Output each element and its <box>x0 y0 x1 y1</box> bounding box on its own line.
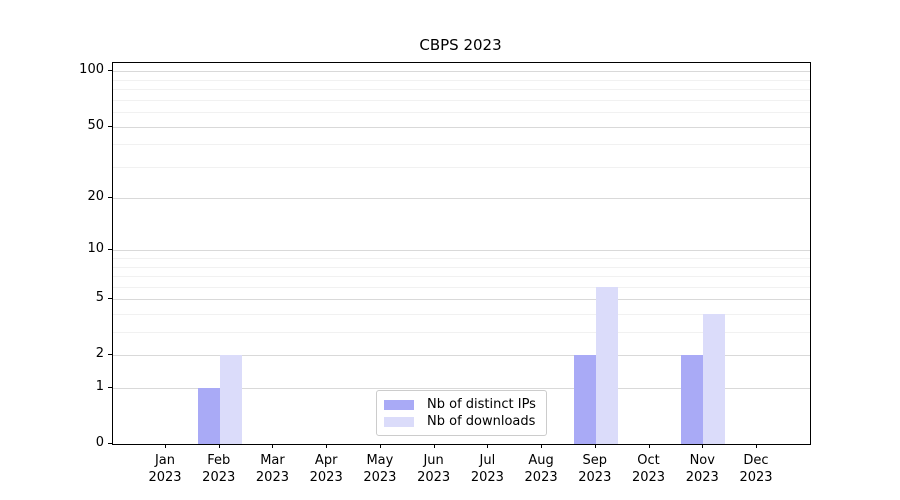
x-tick-month: Apr <box>314 453 338 468</box>
x-tick-year: 2023 <box>255 470 289 485</box>
major-gridline <box>113 299 810 301</box>
x-tick-year: 2023 <box>578 470 612 485</box>
x-tick-mark <box>756 444 757 448</box>
x-tick-mark <box>218 444 220 448</box>
minor-gridline <box>113 258 810 260</box>
x-tick-year: 2023 <box>470 470 504 485</box>
x-tick-month: Oct <box>637 453 660 468</box>
y-tick-label: 100 <box>79 62 104 78</box>
bar-nb-of-distinct-ips <box>681 355 704 444</box>
x-tick-year: 2023 <box>631 470 666 485</box>
x-tick-label: Mar 2023 <box>244 452 300 486</box>
y-tick-mark <box>108 197 112 199</box>
legend-entry: Nb of downloads <box>384 413 536 430</box>
x-tick-label: Nov 2023 <box>674 452 730 486</box>
x-tick-label: Dec 2023 <box>728 452 784 486</box>
minor-gridline <box>113 144 810 146</box>
legend: Nb of distinct IPs Nb of downloads <box>376 390 547 436</box>
major-gridline <box>113 126 810 128</box>
x-tick-year: 2023 <box>739 470 773 485</box>
minor-gridline <box>113 166 810 168</box>
legend-swatch <box>384 399 414 410</box>
x-tick-year: 2023 <box>309 470 343 485</box>
y-tick-mark <box>108 249 112 251</box>
y-tick-label: 10 <box>87 241 104 257</box>
legend-label: Nb of distinct IPs <box>427 397 536 412</box>
minor-gridline <box>113 276 810 278</box>
y-tick-label: 0 <box>95 435 104 450</box>
x-tick-mark <box>326 444 328 448</box>
minor-gridline <box>113 266 810 268</box>
x-tick-month: Aug <box>528 453 554 468</box>
y-tick-label: 5 <box>95 290 104 306</box>
major-gridline <box>113 388 810 390</box>
x-tick-label: Apr 2023 <box>298 452 354 486</box>
x-tick-label: Jun 2023 <box>406 452 462 486</box>
x-tick-label: May 2023 <box>352 452 408 486</box>
x-tick-label: Jan 2023 <box>137 452 193 486</box>
minor-gridline <box>113 286 810 288</box>
major-gridline <box>113 250 810 252</box>
minor-gridline <box>113 332 810 334</box>
x-tick-mark <box>648 444 650 448</box>
x-tick-mark <box>702 444 704 448</box>
x-tick-month: Mar <box>260 453 285 468</box>
x-tick-label: Feb 2023 <box>191 452 247 486</box>
y-tick-label: 50 <box>87 117 104 133</box>
minor-gridline <box>113 112 810 114</box>
y-tick-mark <box>108 354 112 356</box>
minor-gridline <box>113 79 810 81</box>
plot-area <box>112 62 811 445</box>
minor-gridline <box>113 89 810 91</box>
chart-title: CBPS 2023 <box>419 36 502 54</box>
x-tick-month: Jul <box>479 453 496 468</box>
y-tick-label: 2 <box>95 346 104 362</box>
x-tick-label: Aug 2023 <box>513 452 569 486</box>
major-gridline <box>113 355 810 357</box>
x-tick-mark <box>272 444 274 448</box>
x-tick-month: Jan <box>154 453 176 468</box>
x-tick-month: May <box>366 453 394 468</box>
y-tick-label: 1 <box>95 379 104 395</box>
y-tick-mark <box>108 298 112 300</box>
y-tick-mark <box>108 443 112 444</box>
bar-nb-of-downloads <box>595 286 618 444</box>
x-tick-mark <box>541 444 543 448</box>
x-tick-mark <box>165 444 166 448</box>
x-tick-month: Feb <box>207 453 231 468</box>
bar-nb-of-distinct-ips <box>197 388 220 444</box>
x-tick-year: 2023 <box>417 470 451 485</box>
y-tick-mark <box>108 125 112 127</box>
legend-label: Nb of downloads <box>427 414 536 429</box>
major-gridline <box>113 198 810 200</box>
bar-nb-of-downloads <box>219 355 242 444</box>
legend-entry: Nb of distinct IPs <box>384 396 536 413</box>
x-tick-month: Sep <box>582 453 608 468</box>
bar-nb-of-downloads <box>703 314 726 444</box>
major-gridline <box>113 71 810 73</box>
x-tick-label: Sep 2023 <box>567 452 623 486</box>
x-tick-year: 2023 <box>202 470 236 485</box>
x-tick-mark <box>433 444 435 448</box>
x-tick-year: 2023 <box>363 470 397 485</box>
bar-nb-of-distinct-ips <box>573 355 596 444</box>
x-tick-year: 2023 <box>524 470 558 485</box>
x-tick-year: 2023 <box>685 470 719 485</box>
x-tick-month: Nov <box>689 453 715 468</box>
x-tick-mark <box>379 444 381 448</box>
legend-swatch <box>384 416 414 427</box>
x-tick-label: Jul 2023 <box>459 452 515 486</box>
x-tick-mark <box>594 444 596 448</box>
x-tick-month: Jun <box>423 453 444 468</box>
x-tick-year: 2023 <box>148 470 182 485</box>
x-tick-mark <box>487 444 489 448</box>
x-tick-month: Dec <box>743 453 769 468</box>
y-tick-label: 20 <box>87 189 104 205</box>
y-tick-mark <box>108 387 112 389</box>
minor-gridline <box>113 314 810 316</box>
minor-gridline <box>113 99 810 101</box>
x-tick-label: Oct 2023 <box>621 452 677 486</box>
y-tick-mark <box>108 70 112 72</box>
